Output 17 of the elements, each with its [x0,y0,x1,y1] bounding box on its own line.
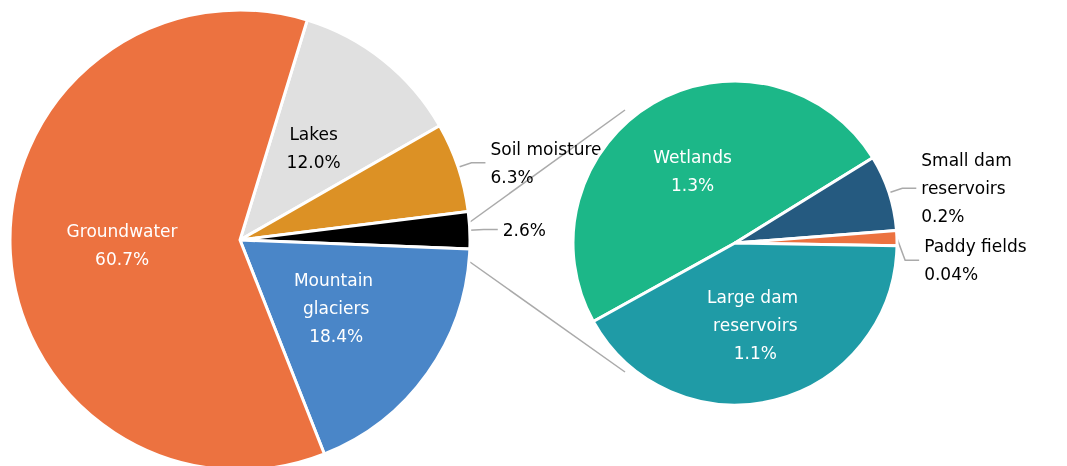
slice-label: Wetlands [653,146,732,167]
slice-label: Large dam reservoirs [707,286,804,335]
slice-label: Groundwater [66,220,178,241]
slice-label: Mountain glaciers [293,270,379,319]
slice-label: Lakes [289,123,338,144]
data-label: 1.3% [670,174,715,195]
data-label: 1.1% [733,342,777,363]
data-label: 0.2% [921,206,965,227]
data-label: 60.7% [95,248,150,269]
data-label: 6.3% [490,166,534,187]
slice-label: Soil moisture [490,138,602,159]
data-label: 0.04% [924,264,979,285]
data-label: 12.0% [286,151,341,172]
slice-label: Paddy fields [924,236,1027,257]
data-label: 18.4% [309,326,364,347]
data-label: 2.6% [502,219,546,240]
slice-label: Small dam reservoirs [921,150,1018,199]
